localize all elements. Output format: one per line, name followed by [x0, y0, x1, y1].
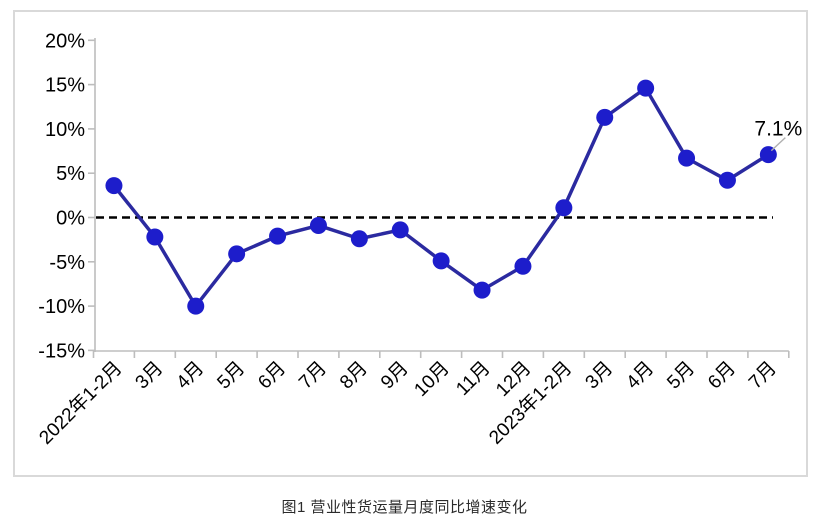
data-point-marker — [269, 227, 287, 245]
chart-frame-border — [13, 10, 808, 477]
x-axis-tick-label: 7月 — [295, 358, 331, 394]
y-axis-tick-label: 10% — [45, 119, 85, 141]
y-axis-tick-label: 20% — [45, 30, 85, 52]
data-point-marker — [432, 252, 450, 270]
annotation-leader-line — [770, 137, 786, 152]
y-axis-tick-label: 15% — [45, 75, 85, 97]
data-point-marker — [637, 79, 655, 97]
data-point-marker — [473, 281, 491, 299]
x-axis-tick-label: 3月 — [582, 358, 618, 394]
x-axis-tick-label: 9月 — [377, 358, 413, 394]
data-point-marker — [391, 221, 409, 239]
chart-caption: 图1 营业性货运量月度同比增速变化 — [281, 499, 528, 516]
x-axis-tick-label: 11月 — [452, 358, 494, 400]
data-point-marker — [309, 216, 327, 234]
data-point-marker — [228, 245, 246, 263]
annotation-label: 7.1% — [754, 118, 802, 141]
x-axis-tick-label: 4月 — [173, 358, 209, 394]
y-axis-tick-label: -10% — [38, 296, 85, 318]
y-axis-tick-label: 0% — [56, 208, 85, 230]
x-axis-tick-label: 2022年1-2月 — [35, 357, 127, 449]
data-point-marker — [678, 149, 696, 167]
data-point-marker — [596, 108, 614, 126]
data-point-marker — [514, 257, 532, 275]
x-axis-tick-label: 3月 — [132, 358, 168, 394]
y-axis-tick-label: -15% — [38, 340, 85, 362]
x-axis-tick-label: 6月 — [254, 358, 290, 394]
data-point-marker — [350, 230, 368, 248]
x-axis-tick-label: 5月 — [213, 358, 249, 394]
data-point-marker — [718, 171, 736, 189]
y-axis-tick-label: -5% — [49, 252, 85, 274]
data-point-marker — [555, 199, 573, 217]
data-point-marker — [146, 228, 164, 246]
x-axis-tick-label: 4月 — [622, 358, 658, 394]
data-point-marker — [105, 177, 123, 195]
x-axis-tick-label: 10月 — [410, 358, 453, 401]
x-axis-tick-label: 8月 — [336, 358, 372, 394]
series-line — [112, 86, 770, 308]
y-axis-tick-label: 5% — [56, 163, 85, 185]
x-axis-tick-label: 5月 — [663, 358, 699, 394]
x-axis-tick-label: 6月 — [704, 358, 740, 394]
data-point-marker — [187, 297, 205, 315]
x-axis-tick-label: 7月 — [745, 358, 781, 394]
